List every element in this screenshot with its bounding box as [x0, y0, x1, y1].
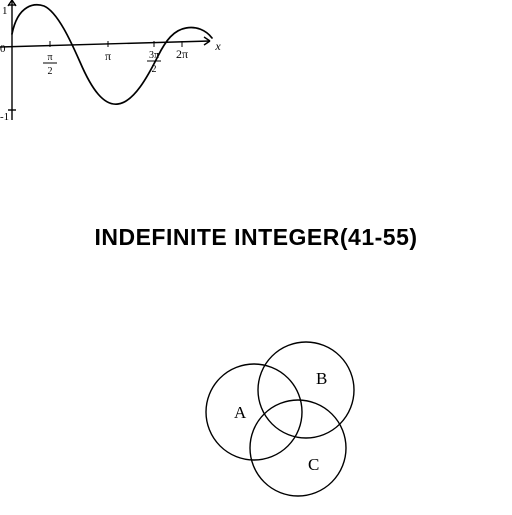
svg-text:B: B [316, 369, 327, 388]
sine-sketch: 10-1π2π3π22πx [0, 0, 232, 135]
venn-diagram: A B C [186, 330, 376, 515]
svg-text:x: x [214, 39, 221, 53]
page-title: INDEFINITE INTEGER(41-55) [94, 224, 417, 251]
svg-text:2: 2 [152, 64, 157, 75]
svg-text:0: 0 [0, 43, 6, 55]
venn-svg: A B C [186, 330, 376, 510]
svg-text:π: π [105, 49, 111, 63]
svg-text:2π: 2π [176, 47, 188, 61]
svg-text:-1: -1 [0, 111, 9, 123]
svg-text:A: A [234, 403, 247, 422]
svg-text:3π: 3π [149, 50, 159, 61]
svg-text:C: C [308, 455, 319, 474]
sine-svg: 10-1π2π3π22πx [0, 0, 232, 130]
svg-text:1: 1 [2, 5, 8, 17]
svg-text:π: π [47, 52, 52, 63]
svg-text:2: 2 [48, 66, 53, 77]
